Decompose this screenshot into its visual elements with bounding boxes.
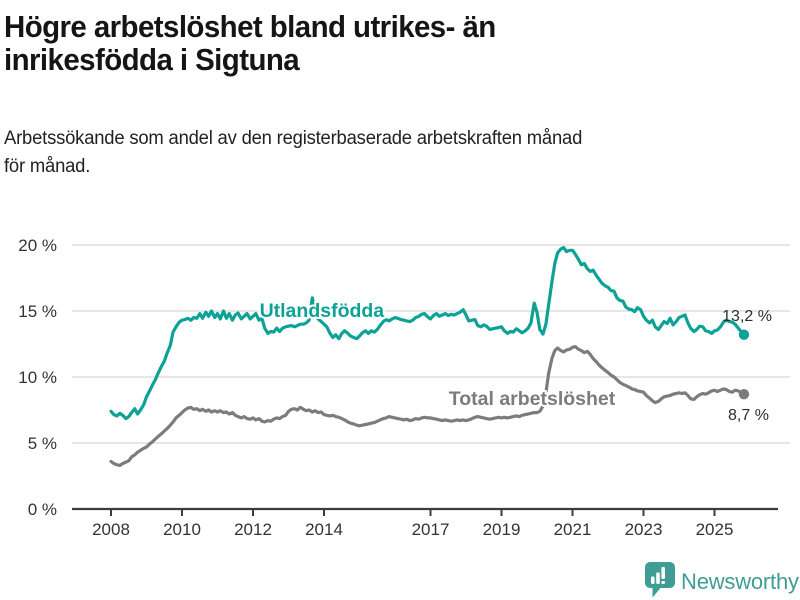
x-tick-label: 2025 [696,520,734,539]
y-tick-label: 10 % [18,368,57,387]
series-line [109,345,746,467]
x-tick-label: 2010 [163,520,201,539]
page-subtitle: Arbetssökande som andel av den registerb… [4,125,582,181]
y-tick-label: 0 % [28,500,57,519]
x-tick-label: 2012 [234,520,272,539]
x-tick-label: 2019 [483,520,521,539]
series-name-label: Utlandsfödda [260,300,385,322]
title-line-2: inrikesfödda i Sigtuna [4,42,300,77]
x-tick-label: 2023 [625,520,663,539]
title-line-1: Högre arbetslöshet bland utrikes- än [4,9,496,44]
series-end-dot [738,329,750,340]
x-tick-label: 2021 [554,520,592,539]
x-tick-label: 2017 [412,520,450,539]
y-tick-label: 20 % [18,236,57,255]
series-end-value-label: 8,7 % [728,407,769,424]
x-tick-label: 2008 [92,520,130,539]
subtitle-line-2: för månad. [4,156,91,177]
series-end-value-label: 13,2 % [722,308,772,325]
series-name-label: Total arbetslöshet [449,388,616,410]
x-tick-label: 2014 [305,520,343,539]
page-title: Högre arbetslöshet bland utrikes- än inr… [4,10,496,76]
y-tick-label: 5 % [28,434,57,453]
series-end-dot [738,388,750,400]
y-tick-label: 15 % [18,302,57,321]
subtitle-line-1: Arbetssökande som andel av den registerb… [4,128,583,149]
series-line [109,246,746,421]
